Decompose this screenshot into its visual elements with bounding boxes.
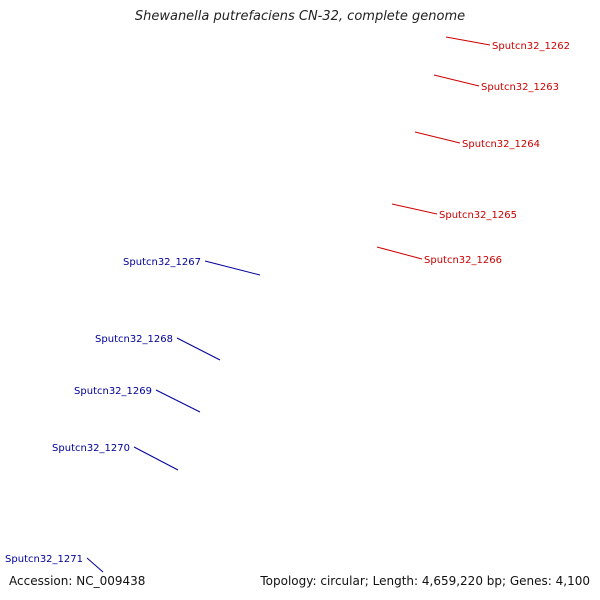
gene-leader-line xyxy=(204,260,261,276)
gene-leader-line xyxy=(414,131,461,144)
topology-text: Topology: circular; Length: 4,659,220 bp… xyxy=(260,574,590,588)
gene-leader-line xyxy=(433,74,480,87)
gene-labels-layer: Sputcn32_1262 Sputcn32_1263 Sputcn32_1264 S… xyxy=(5,36,570,573)
gene-leader-line xyxy=(86,557,104,573)
gene-leader-line xyxy=(133,446,179,471)
gene-label[interactable]: Sputcn32_1270 xyxy=(52,443,130,454)
accession-text: Accession: NC_009438 xyxy=(9,574,146,588)
gene-leader-line xyxy=(155,389,201,413)
gene-label[interactable]: Sputcn32_1267 xyxy=(123,257,201,268)
gene-label[interactable]: Sputcn32_1266 xyxy=(424,255,502,266)
map-title: Shewanella putrefaciens CN-32, complete … xyxy=(134,9,466,24)
gene-leader-line xyxy=(391,203,438,215)
gene-leader-line xyxy=(445,36,491,46)
gene-leader-line xyxy=(376,246,423,260)
gene-label[interactable]: Sputcn32_1262 xyxy=(492,41,570,52)
gene-label[interactable]: Sputcn32_1271 xyxy=(5,554,83,565)
gene-label[interactable]: Sputcn32_1263 xyxy=(481,82,559,93)
gene-label[interactable]: Sputcn32_1265 xyxy=(439,210,517,221)
gene-leader-line xyxy=(176,337,221,361)
gene-label[interactable]: Sputcn32_1264 xyxy=(462,139,540,150)
gene-label[interactable]: Sputcn32_1268 xyxy=(95,334,173,345)
gene-label[interactable]: Sputcn32_1269 xyxy=(74,386,152,397)
